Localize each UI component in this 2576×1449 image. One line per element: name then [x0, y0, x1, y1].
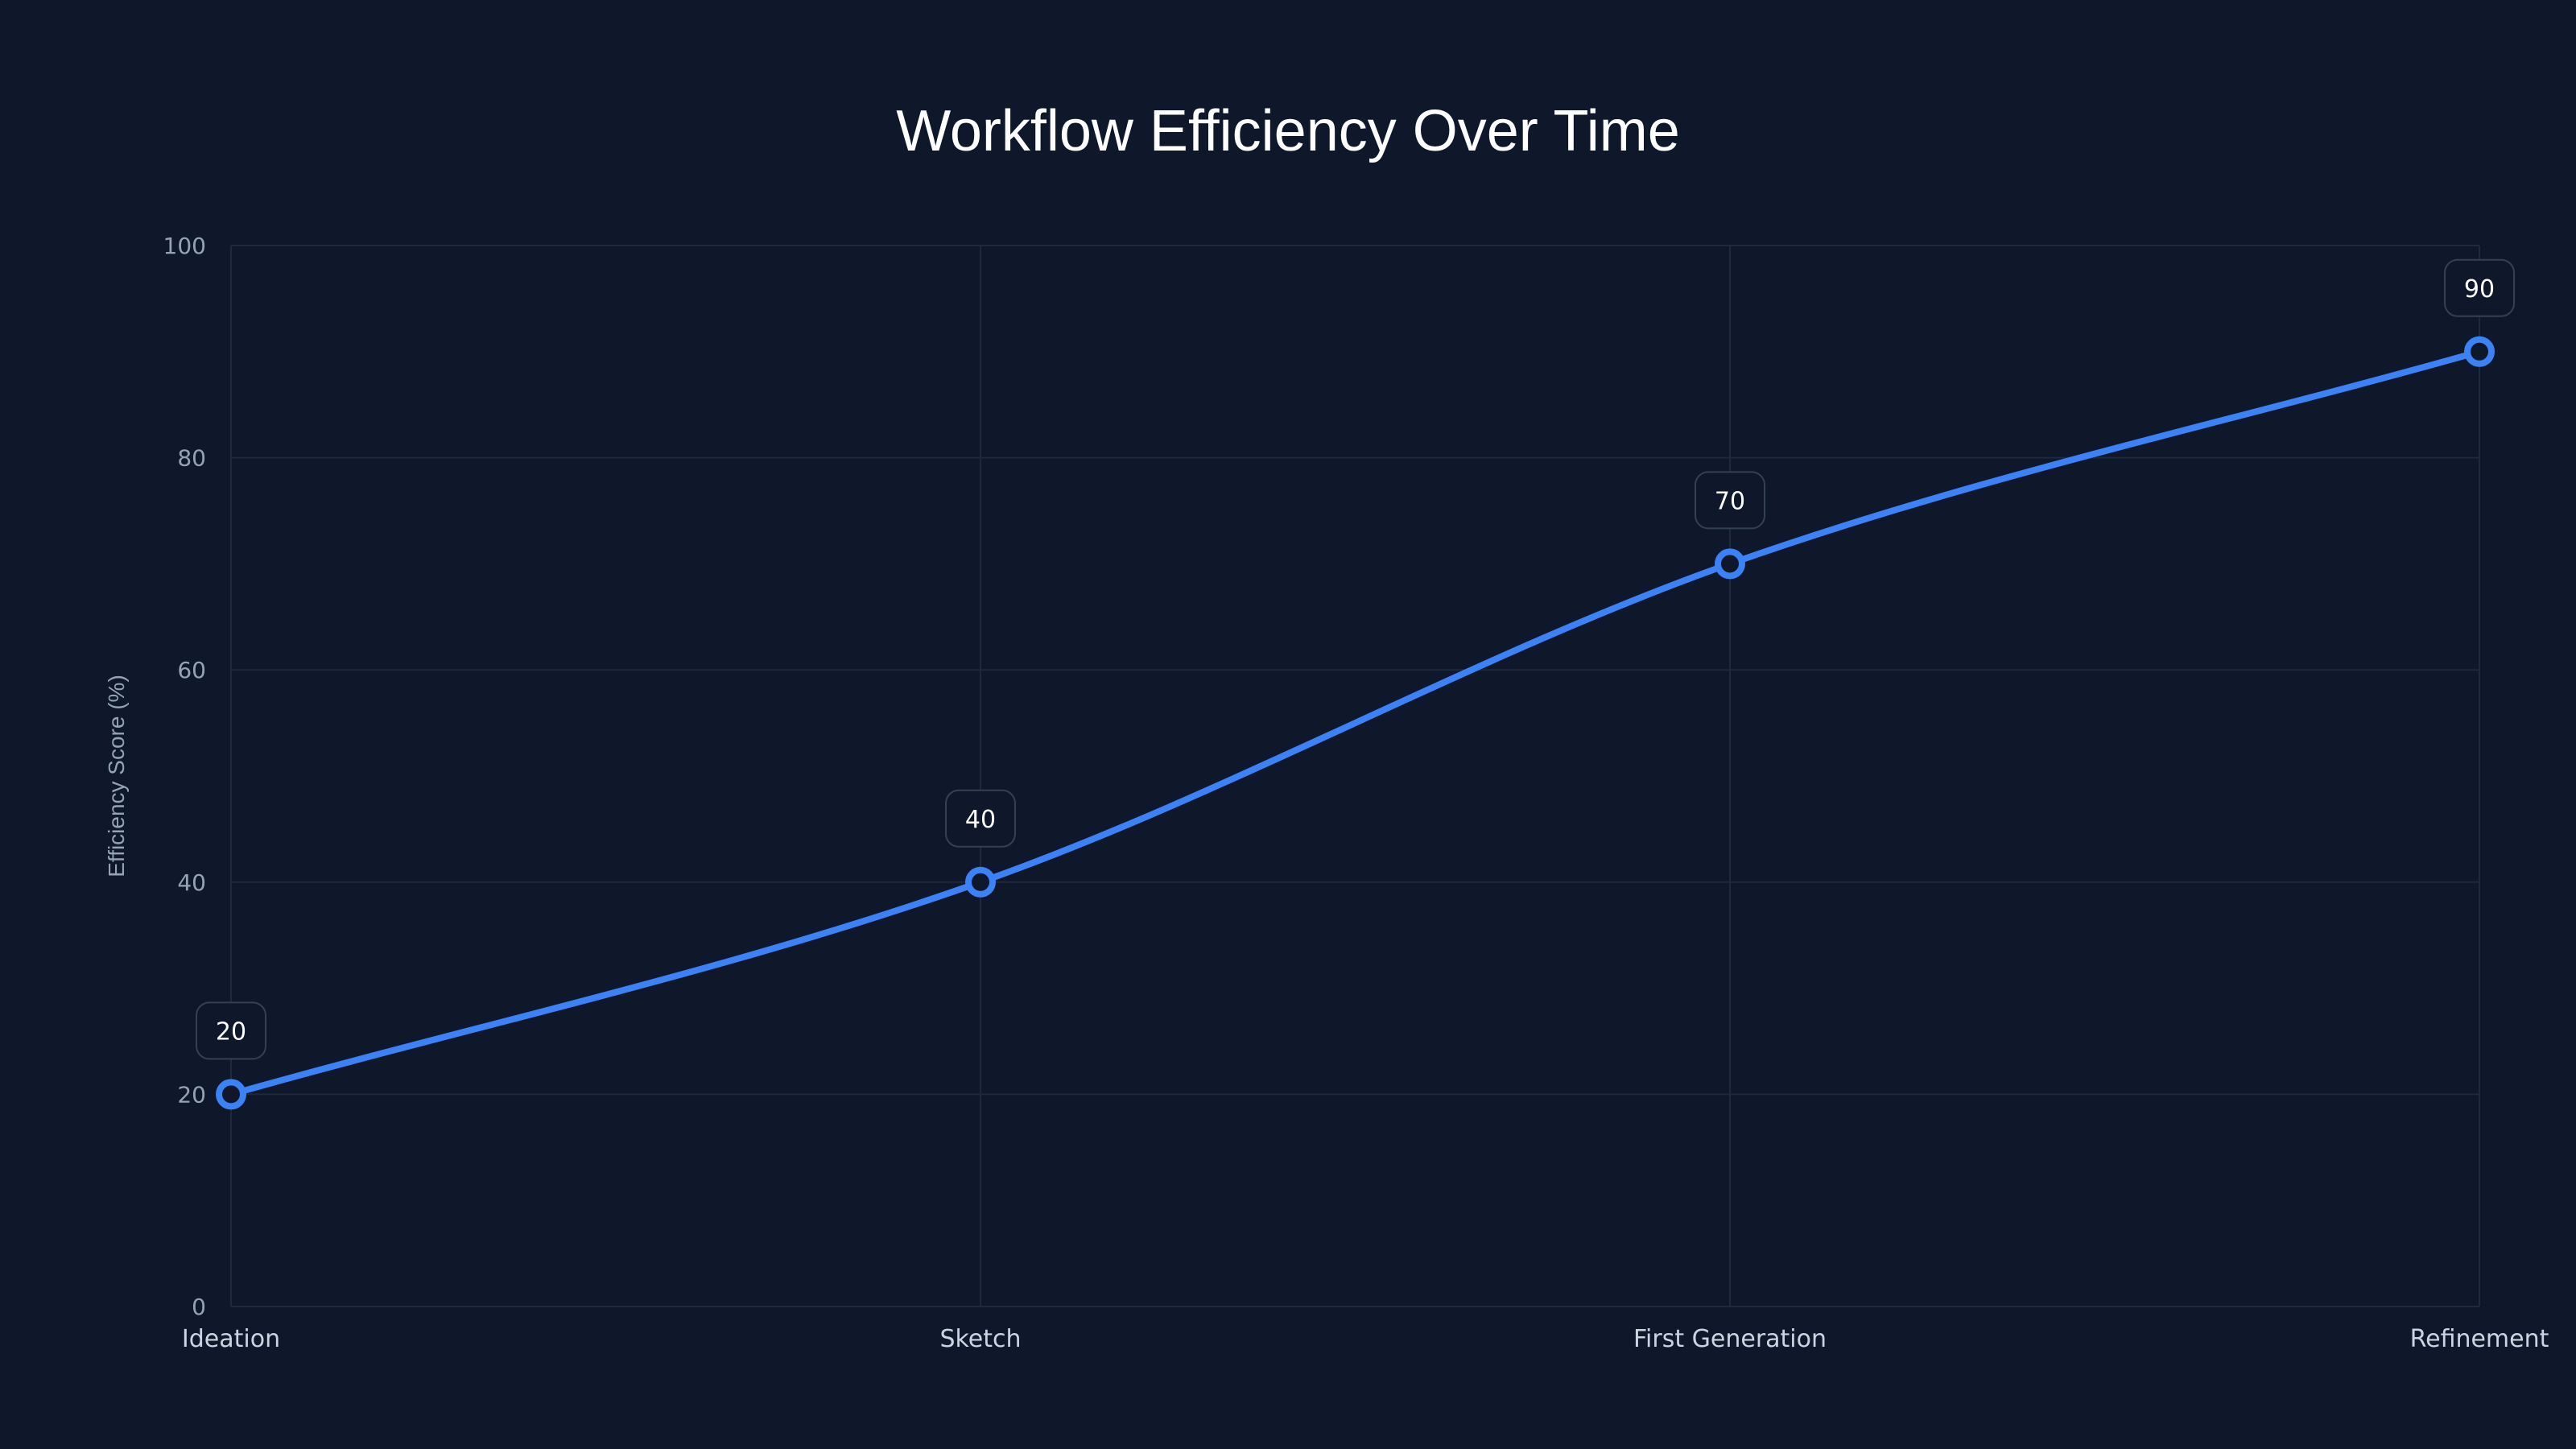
data-label-box: [1695, 471, 1765, 530]
data-label-value: 20: [216, 1018, 246, 1046]
y-axis-ticks: 0 20 40 60 80 100: [163, 233, 206, 1320]
data-point-marker: [216, 1079, 246, 1110]
data-label-box: [945, 789, 1016, 848]
y-tick-label: 80: [177, 445, 206, 472]
data-labels: 20 40 70 90: [196, 258, 2515, 1060]
y-axis-label: Efficiency Score (%): [104, 675, 129, 877]
data-label-value: 40: [965, 806, 996, 834]
series-line: [228, 348, 2483, 1098]
data-point-marker: [1715, 548, 1745, 580]
x-tick-label: First Generation: [1633, 1325, 1827, 1353]
x-tick-label: Sketch: [939, 1325, 1021, 1353]
data-label-value: 70: [1715, 487, 1745, 515]
y-tick-label: 0: [192, 1294, 206, 1320]
data-points: [216, 336, 2495, 1110]
chart-title: Workflow Efficiency Over Time: [896, 99, 1680, 163]
x-tick-label: Ideation: [182, 1325, 280, 1353]
data-point-marker: [965, 866, 996, 898]
y-tick-label: 100: [163, 233, 206, 259]
data-label-box: [196, 1001, 266, 1060]
data-label: 20: [196, 1001, 266, 1060]
data-label-value: 90: [2464, 275, 2495, 303]
data-label: 90: [2444, 258, 2515, 317]
y-tick-label: 40: [177, 869, 206, 896]
gridlines: [230, 245, 2480, 1307]
data-label: 40: [945, 789, 1016, 848]
data-point-marker: [2464, 336, 2495, 367]
data-label: 70: [1695, 471, 1765, 530]
x-axis-ticks: Ideation Sketch First Generation Refinement: [182, 1325, 2549, 1353]
y-tick-label: 20: [177, 1081, 206, 1108]
y-tick-label: 60: [177, 657, 206, 683]
x-tick-label: Refinement: [2410, 1325, 2549, 1353]
data-label-box: [2444, 258, 2515, 317]
